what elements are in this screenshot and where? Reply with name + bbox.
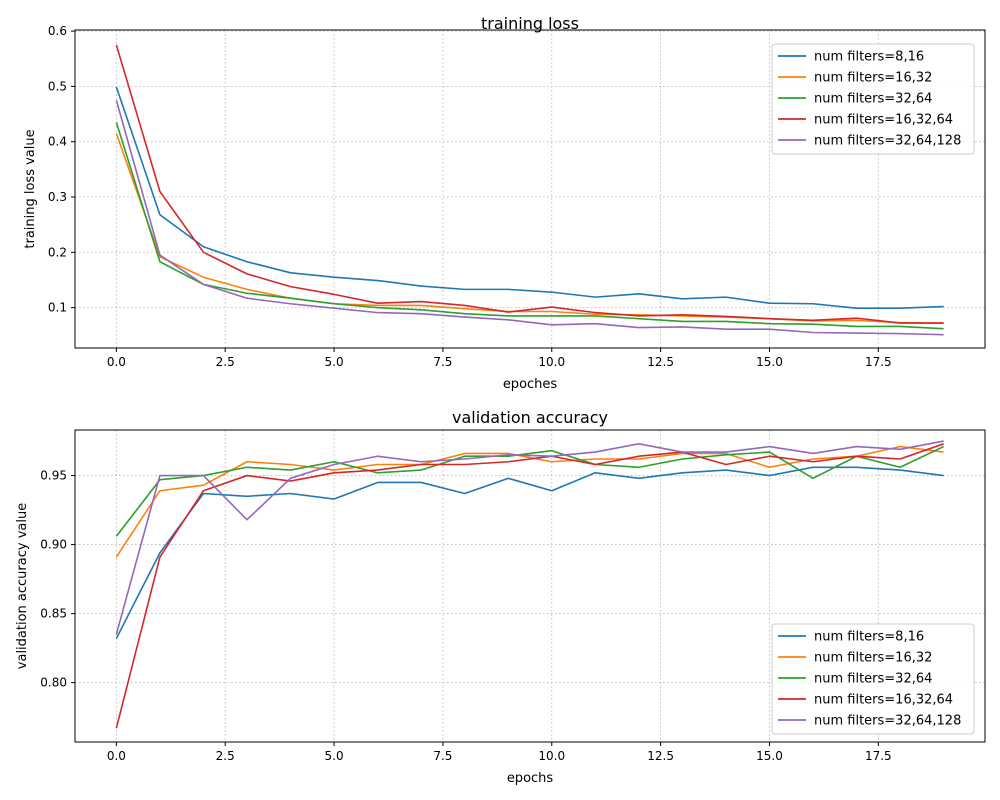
chart-0-legend-label-1: num filters=16,32 — [814, 71, 932, 86]
chart-1-legend: num filters=8,16 num filters=16,32 num fil… — [771, 623, 975, 735]
chart-0-y-axis-label: training loss value — [23, 129, 38, 248]
chart-1-y-axis-label: validation accuracy value — [15, 503, 30, 669]
chart-1-legend-label-2: num filters=32,64 — [814, 672, 932, 687]
validation-accuracy-chart: 0.0 2.5 5.0 7.5 10.0 12.5 15.0 17.5 0.80 0.85 0.90… — [15, 408, 986, 786]
chart-0-legend-label-3: num filters=16,32,64 — [814, 113, 953, 128]
chart-0-y-tick-label-5: 0.6 — [48, 24, 67, 38]
chart-1-title: validation accuracy — [452, 408, 608, 427]
chart-1-series-line-0 — [115, 466, 944, 639]
chart-1-x-tick-label-2: 5.0 — [325, 749, 344, 763]
chart-0-series-line-3 — [115, 44, 944, 324]
chart-0-x-tick-label-1: 2.5 — [216, 355, 235, 369]
chart-1-legend-label-0: num filters=8,16 — [814, 630, 924, 645]
chart-1-y-tick-label-1: 0.85 — [40, 607, 67, 621]
chart-1-legend-label-3: num filters=16,32,64 — [814, 693, 953, 708]
chart-0-x-tick-label-4: 10.0 — [538, 355, 565, 369]
chart-0-y-tick-label-1: 0.2 — [48, 245, 67, 259]
chart-0-series-line-0 — [115, 86, 944, 309]
chart-0-x-tick-label-0: 0.0 — [107, 355, 126, 369]
training-loss-chart: 0.0 2.5 5.0 7.5 10.0 12.5 15.0 17.5 0.1 0.2 0.3 0.4… — [23, 14, 986, 392]
chart-1-x-tick-label-5: 12.5 — [647, 749, 674, 763]
chart-0-y-tick-label-2: 0.3 — [48, 190, 67, 204]
chart-1-series-line-4 — [115, 440, 944, 635]
chart-1-x-axis-label: epochs — [507, 771, 554, 786]
chart-1-series-line-2 — [115, 445, 944, 537]
chart-0-series-line-4 — [115, 100, 944, 336]
chart-0-x-tick-label-2: 5.0 — [325, 355, 344, 369]
chart-0-legend-label-0: num filters=8,16 — [814, 50, 924, 65]
chart-0-x-tick-label-3: 7.5 — [433, 355, 452, 369]
chart-1-x-tick-label-4: 10.0 — [538, 749, 565, 763]
chart-0-x-tick-label-6: 15.0 — [756, 355, 783, 369]
chart-1-x-tick-label-1: 2.5 — [216, 749, 235, 763]
chart-1-legend-label-1: num filters=16,32 — [814, 651, 932, 666]
chart-0-x-axis-label: epoches — [503, 377, 558, 392]
chart-0-y-tick-label-4: 0.5 — [48, 79, 67, 93]
chart-0-title: training loss — [481, 14, 579, 33]
chart-1-legend-label-4: num filters=32,64,128 — [814, 714, 961, 729]
chart-1-series-line-3 — [115, 443, 944, 729]
chart-0-y-tick-label-0: 0.1 — [48, 301, 67, 315]
chart-1-legend-box — [771, 623, 975, 735]
chart-0-plot-frame — [74, 29, 986, 349]
chart-0-legend-box — [771, 43, 975, 155]
chart-0-legend-label-2: num filters=32,64 — [814, 92, 932, 107]
chart-0-series-line-2 — [115, 122, 944, 330]
chart-1-y-tick-label-2: 0.90 — [40, 538, 67, 552]
chart-0-x-tick-label-7: 17.5 — [865, 355, 892, 369]
chart-1-y-tick-label-3: 0.95 — [40, 469, 67, 483]
chart-1-plot-frame — [74, 429, 986, 743]
chart-0-series-line-1 — [115, 133, 944, 324]
chart-1-series-line-1 — [115, 445, 944, 558]
chart-0-y-tick-label-3: 0.4 — [48, 135, 67, 149]
chart-1-x-tick-label-0: 0.0 — [107, 749, 126, 763]
chart-0-legend-label-4: num filters=32,64,128 — [814, 134, 961, 149]
chart-1-x-tick-label-6: 15.0 — [756, 749, 783, 763]
chart-0-legend: num filters=8,16 num filters=16,32 num fil… — [771, 43, 975, 155]
chart-1-x-tick-label-7: 17.5 — [865, 749, 892, 763]
chart-0-x-tick-label-5: 12.5 — [647, 355, 674, 369]
chart-1-y-tick-label-0: 0.80 — [40, 676, 67, 690]
chart-1-x-tick-label-3: 7.5 — [433, 749, 452, 763]
